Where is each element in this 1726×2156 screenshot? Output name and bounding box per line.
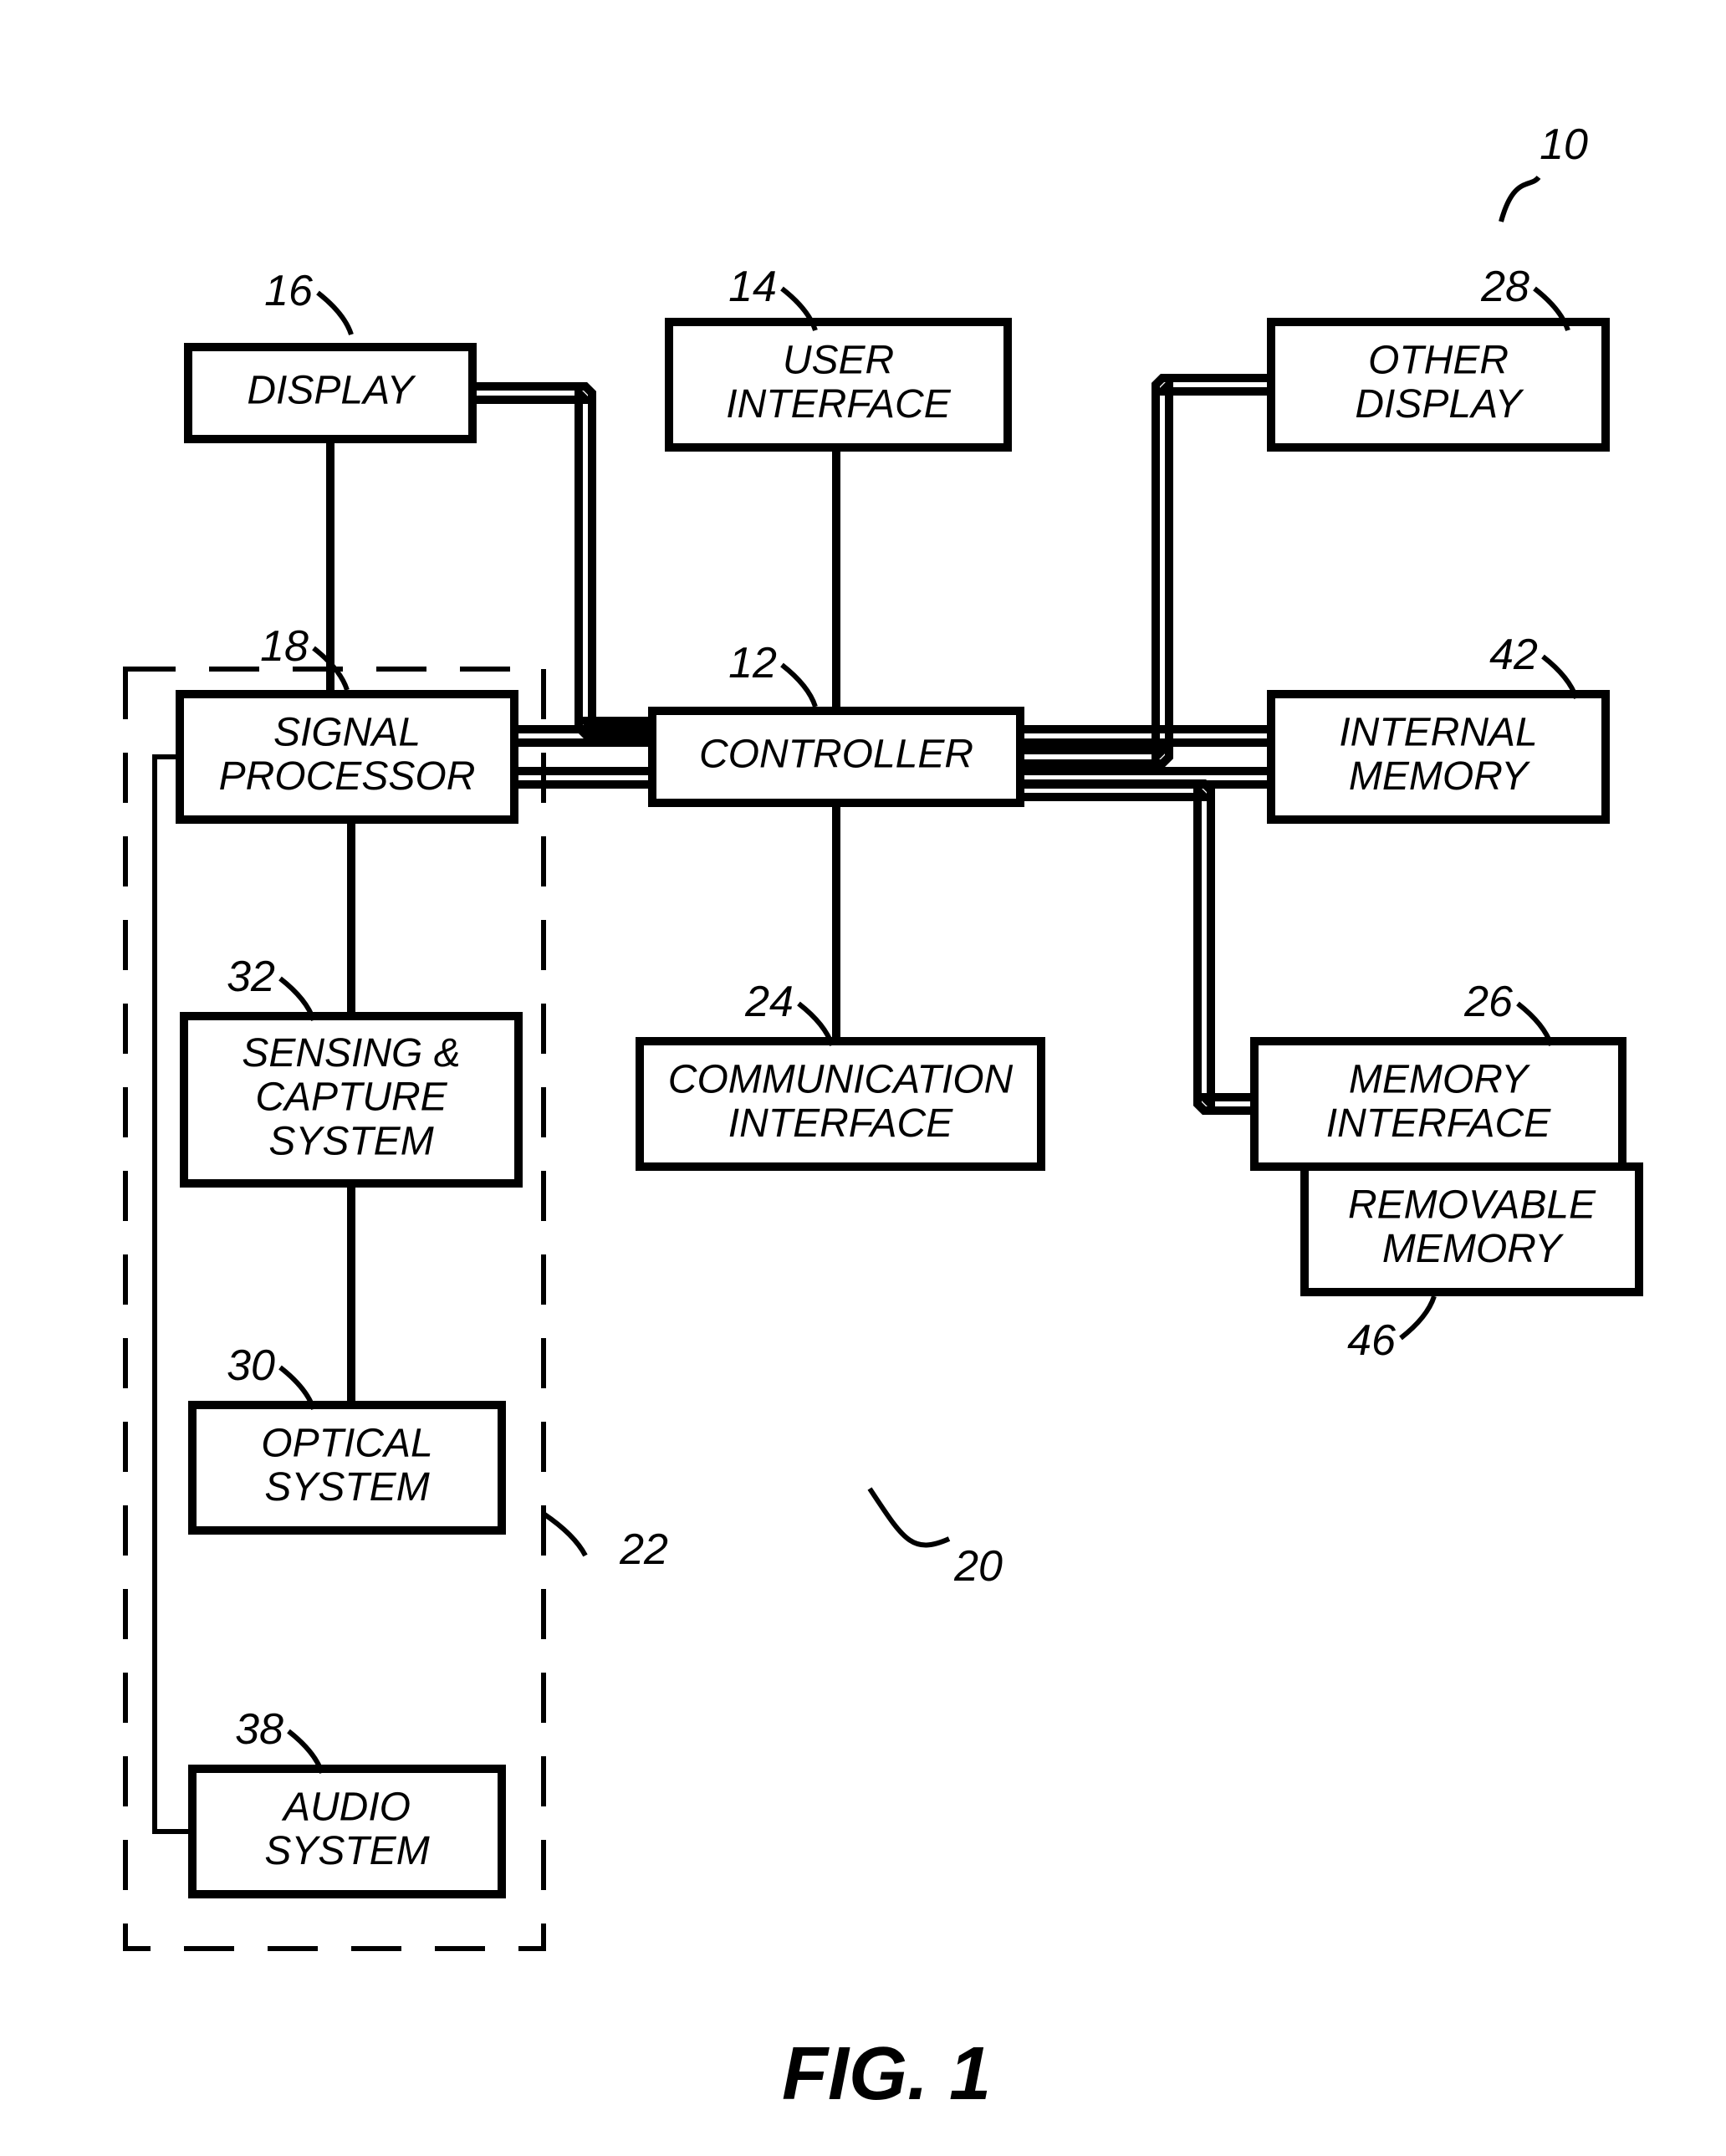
block-internal_memory-label: MEMORY — [1349, 754, 1530, 799]
block-user_interface-label: INTERFACE — [726, 382, 951, 427]
block-optical_system-label: OPTICAL — [261, 1421, 432, 1465]
ref-user_interface-number: 14 — [728, 263, 777, 311]
block-comm_interface-label: INTERFACE — [728, 1101, 953, 1146]
ref-optical_system-number: 30 — [227, 1341, 275, 1390]
ref-memory_interface-number: 26 — [1463, 978, 1513, 1026]
block-sensing_capture-label: CAPTURE — [255, 1075, 447, 1120]
ref-audio_system-number: 38 — [235, 1705, 283, 1754]
block-memory_interface-label: INTERFACE — [1326, 1101, 1551, 1146]
ref-other_display-number: 28 — [1480, 263, 1529, 311]
ref-removable_memory-number: 46 — [1347, 1316, 1396, 1365]
block-removable_memory-label: REMOVABLE — [1348, 1183, 1596, 1227]
block-memory_interface-label: MEMORY — [1349, 1057, 1530, 1101]
ref-comm_interface-number: 24 — [744, 978, 794, 1026]
block-optical_system-label: SYSTEM — [264, 1465, 429, 1510]
block-signal_processor-label: PROCESSOR — [219, 754, 476, 799]
ref-display-number: 16 — [264, 267, 313, 315]
block-audio_system-label: AUDIO — [281, 1785, 411, 1829]
block-controller-label: CONTROLLER — [699, 733, 973, 777]
block-user_interface-label: USER — [783, 338, 894, 382]
block-comm_interface-label: COMMUNICATION — [668, 1057, 1014, 1101]
block-sensing_capture-label: SENSING & — [242, 1031, 460, 1075]
block-audio_system-label: SYSTEM — [264, 1829, 429, 1873]
block-display-label: DISPLAY — [247, 369, 416, 413]
ref-internal_memory-number: 42 — [1489, 631, 1538, 679]
block-internal_memory-label: INTERNAL — [1339, 710, 1537, 754]
ref-dashed-region-number: 22 — [619, 1525, 668, 1574]
ref-system-number: 10 — [1540, 120, 1588, 169]
block-other_display-label: OTHER — [1368, 338, 1509, 382]
block-signal_processor-label: SIGNAL — [273, 710, 421, 754]
block-sensing_capture-label: SYSTEM — [268, 1119, 433, 1163]
ref-sensing_capture-number: 32 — [227, 953, 275, 1001]
block-diagram: DISPLAY16USERINTERFACE14OTHERDISPLAY28SI… — [0, 0, 1726, 2156]
ref-signal_processor-number: 18 — [260, 622, 309, 671]
ref-region-number: 20 — [953, 1542, 1003, 1591]
figure-title: FIG. 1 — [782, 2032, 991, 2116]
block-removable_memory-label: MEMORY — [1382, 1227, 1564, 1271]
block-other_display-label: DISPLAY — [1355, 382, 1524, 427]
ref-controller-number: 12 — [728, 639, 777, 687]
